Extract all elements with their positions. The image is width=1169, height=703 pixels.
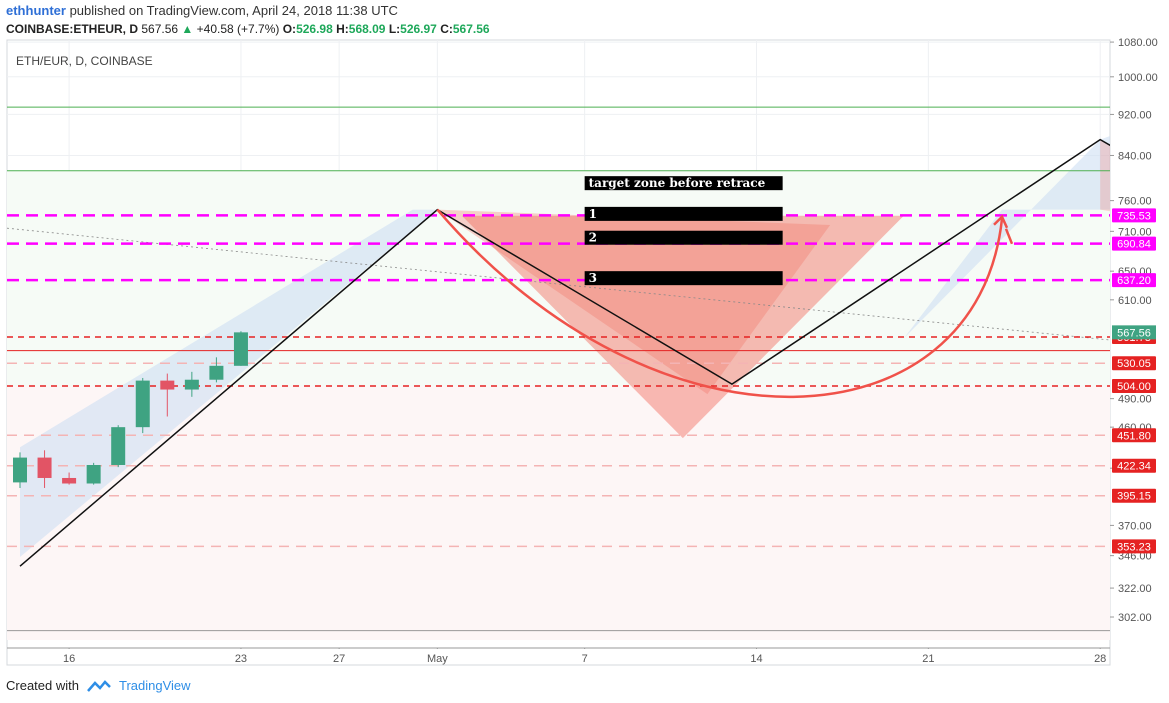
level-price-tag (1112, 428, 1156, 443)
annotation-text: 3 (589, 271, 597, 285)
last-price-tag (1112, 325, 1156, 340)
price-change: +40.58 (+7.7%) (196, 22, 280, 36)
open-label: O: (282, 22, 297, 36)
y-tick-label: 760.00 (1118, 196, 1152, 208)
annotation-text: 1 (589, 207, 597, 221)
y-tick-label: 490.00 (1118, 394, 1152, 406)
y-tick-label: 302.00 (1118, 612, 1152, 624)
candle-body (86, 464, 101, 484)
y-axis: 1080.001000.00920.00840.00760.00710.0065… (1110, 37, 1158, 624)
x-tick-label: May (427, 653, 448, 665)
x-tick-label: 16 (63, 653, 75, 665)
projection-zigzag-line (19, 138, 1110, 567)
level-lines (7, 106, 1110, 632)
y-tick-label: 346.00 (1118, 551, 1152, 563)
level-price-label: 395.15 (1117, 491, 1151, 503)
x-axis: 162327May7142128Jun5 (7, 647, 1110, 665)
background-zones (7, 170, 1110, 640)
candle-body (160, 380, 175, 390)
candle-body (135, 380, 150, 428)
y-tick-label: 322.00 (1118, 583, 1152, 595)
level-price-label: 637.20 (1117, 275, 1151, 287)
level-price-tag (1112, 539, 1156, 554)
target-triangle-large (461, 215, 904, 439)
annotation-text: target zone before retrace (589, 176, 766, 190)
last-price: 567.56 (141, 22, 179, 36)
level-price-label: 735.53 (1117, 210, 1151, 222)
y-tick-label: 710.00 (1118, 226, 1152, 238)
arc-tail (1004, 228, 1014, 245)
low-value: 526.97 (400, 22, 437, 36)
level-price-tag (1112, 236, 1156, 251)
projection-path (19, 138, 1110, 567)
annotation-boxes: target zone before retrace 1 2 3 (584, 176, 783, 286)
retrace-triangle (1100, 139, 1110, 212)
last-price-label: 567.56 (1117, 327, 1151, 339)
level-price-label: 451.80 (1117, 430, 1151, 442)
rising-channel-left (20, 209, 438, 557)
level-price-label: 353.23 (1117, 541, 1151, 553)
publish-info: ethhunter published on TradingView.com, … (6, 3, 398, 18)
chart-title: ETH/EUR, D, COINBASE (16, 54, 153, 68)
candle-body (233, 332, 248, 366)
annotation-box (584, 176, 783, 191)
drawing-shapes (20, 136, 1110, 557)
published-text: published on TradingView.com, April 24, … (69, 3, 398, 18)
level-price-label: 422.34 (1117, 461, 1151, 473)
tradingview-link[interactable]: TradingView (118, 678, 191, 693)
y-tick-label: 920.00 (1118, 109, 1152, 121)
candle-body (209, 365, 224, 380)
red-zone (7, 385, 1110, 640)
x-tick-label: 7 (582, 653, 588, 665)
candle-body (111, 427, 126, 465)
annotation-box (584, 271, 783, 286)
candle-body (184, 379, 199, 390)
annotation-text: 2 (589, 231, 597, 245)
target-triangle-shadow (437, 209, 831, 395)
created-with-label: Created with (6, 678, 79, 693)
x-tick-label: 27 (333, 653, 345, 665)
symbol-label: COINBASE:ETHEUR, D (6, 22, 139, 36)
level-price-tag (1112, 273, 1156, 288)
high-label: H: (336, 22, 349, 36)
x-tick-label: 21 (922, 653, 934, 665)
recovery-arc (436, 208, 1004, 399)
low-label: L: (388, 22, 401, 36)
x-tick-label: 23 (235, 653, 247, 665)
symbol-ohlc-line: COINBASE:ETHEUR, D 567.56 ▲ +40.58 (+7.7… (6, 22, 490, 36)
level-price-tag (1112, 378, 1156, 393)
x-tick-label: 28 (1094, 653, 1106, 665)
y-tick-label: 610.00 (1118, 295, 1152, 307)
footer: Created with TradingView (6, 678, 191, 693)
open-value: 526.98 (296, 22, 333, 36)
annotation-box (584, 230, 783, 245)
high-value: 568.09 (348, 22, 386, 36)
level-price-tag (1112, 458, 1156, 473)
level-price-tag (1112, 356, 1156, 371)
arc-arrowhead (993, 214, 1009, 229)
y-tick-label: 1080.00 (1118, 37, 1158, 49)
level-price-label: 504.00 (1117, 381, 1151, 393)
candle-body (62, 477, 77, 484)
candle-body (13, 457, 27, 483)
level-price-label: 530.05 (1117, 358, 1151, 370)
y-tick-label: 1000.00 (1118, 72, 1158, 84)
author-name[interactable]: ethhunter (6, 3, 66, 18)
up-arrow-icon: ▲ (181, 22, 194, 36)
close-label: C: (440, 22, 453, 36)
rising-channel-right (903, 136, 1110, 339)
level-price-tag (1112, 488, 1156, 503)
annotation-box (584, 206, 783, 221)
y-tick-label: 370.00 (1118, 520, 1152, 532)
y-tick-label: 840.00 (1118, 150, 1152, 162)
level-price-label: 690.84 (1117, 239, 1151, 251)
level-price-tag (1112, 208, 1156, 223)
candle-body (37, 457, 52, 478)
close-value: 567.56 (452, 22, 490, 36)
candles (13, 331, 248, 488)
x-tick-label: 14 (750, 653, 762, 665)
tradingview-logo-icon (87, 679, 111, 692)
